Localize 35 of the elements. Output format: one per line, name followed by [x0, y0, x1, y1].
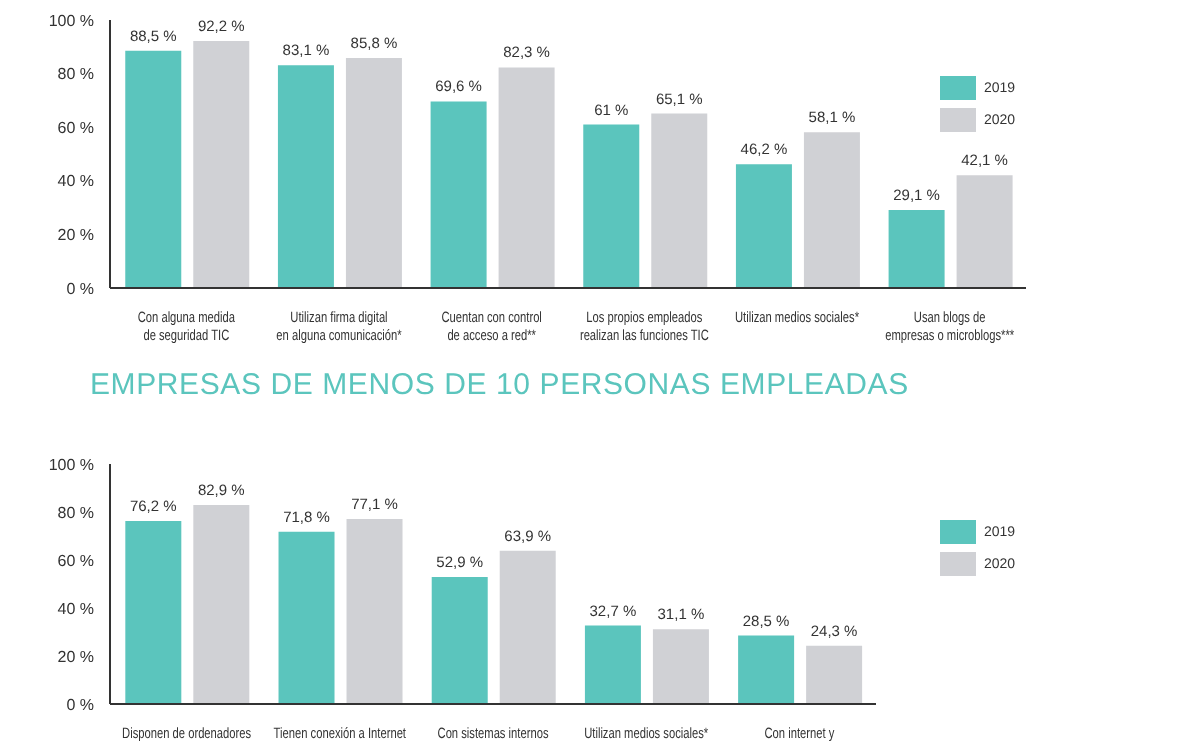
bar [803, 132, 860, 288]
bar [806, 645, 863, 704]
y-tick-label: 20 % [57, 226, 94, 245]
bar [278, 531, 335, 704]
bar [193, 40, 250, 288]
y-tick-label: 0 % [66, 279, 94, 298]
y-tick-label: 40 % [57, 599, 94, 618]
y-tick-label: 0 % [66, 695, 94, 714]
bar [499, 550, 556, 704]
bar [431, 577, 488, 704]
bar [583, 124, 640, 288]
y-tick-label: 60 % [57, 551, 94, 570]
bar [430, 101, 487, 288]
y-tick-label: 80 % [57, 65, 94, 84]
bar [651, 113, 708, 288]
bar [345, 58, 402, 288]
y-tick-label: 100 % [48, 11, 94, 30]
bar [888, 210, 945, 288]
bar [346, 518, 403, 704]
y-tick-label: 80 % [57, 503, 94, 522]
bar [584, 625, 641, 704]
bar [498, 67, 555, 288]
y-tick-label: 100 % [48, 455, 94, 474]
bar [652, 629, 709, 704]
y-tick-label: 20 % [57, 647, 94, 666]
bar [193, 505, 250, 704]
y-tick-label: 40 % [57, 172, 94, 191]
bar [735, 164, 792, 288]
chart-title: EMPRESAS DE MENOS DE 10 PERSONAS EMPLEADAS [90, 368, 909, 402]
bar [956, 175, 1013, 288]
bar [738, 635, 795, 704]
y-tick-label: 60 % [57, 118, 94, 137]
bar [277, 65, 334, 288]
bar [125, 521, 182, 704]
bar [125, 50, 182, 288]
